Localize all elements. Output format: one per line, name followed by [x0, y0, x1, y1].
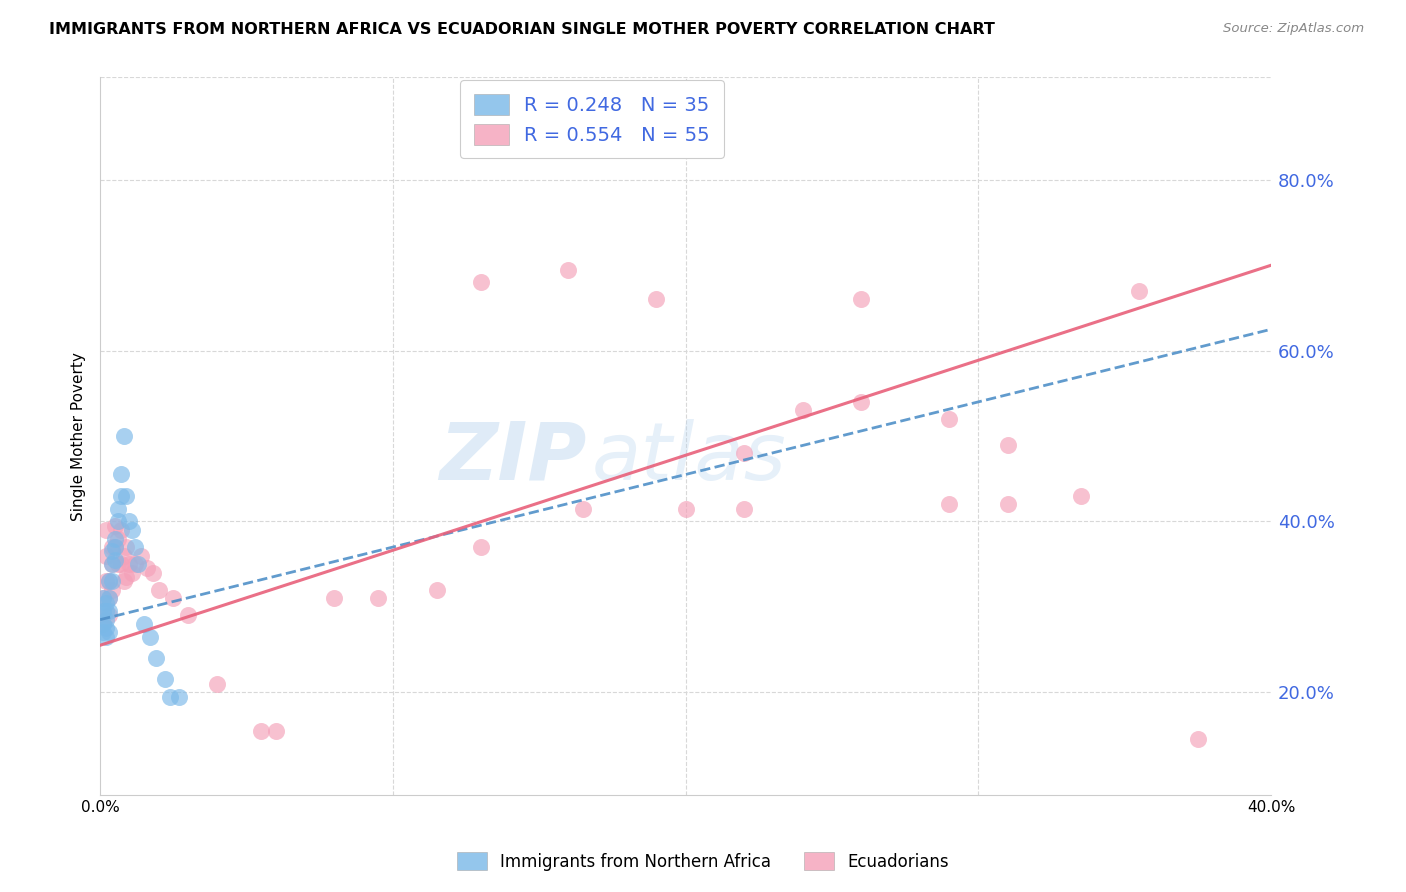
Point — [91, 591, 114, 606]
Point — [139, 630, 162, 644]
Point — [124, 557, 146, 571]
Point — [127, 557, 149, 571]
Point — [849, 293, 872, 307]
Point — [997, 437, 1019, 451]
Point — [101, 582, 124, 597]
Point — [124, 540, 146, 554]
Point — [91, 625, 114, 640]
Point — [112, 549, 135, 563]
Point — [136, 561, 159, 575]
Point — [121, 566, 143, 580]
Point — [557, 262, 579, 277]
Point — [115, 540, 138, 554]
Point — [153, 673, 176, 687]
Point — [572, 501, 595, 516]
Point — [94, 549, 117, 563]
Y-axis label: Single Mother Poverty: Single Mother Poverty — [72, 351, 86, 521]
Point — [107, 515, 129, 529]
Point — [94, 604, 117, 618]
Point — [132, 616, 155, 631]
Point — [104, 518, 127, 533]
Point — [470, 276, 492, 290]
Point — [94, 613, 117, 627]
Point — [162, 591, 184, 606]
Point — [129, 549, 152, 563]
Point — [148, 582, 170, 597]
Point — [97, 604, 120, 618]
Point — [101, 540, 124, 554]
Point — [104, 532, 127, 546]
Point — [792, 403, 814, 417]
Point — [733, 501, 755, 516]
Point — [91, 591, 114, 606]
Text: Source: ZipAtlas.com: Source: ZipAtlas.com — [1223, 22, 1364, 36]
Point — [97, 608, 120, 623]
Point — [367, 591, 389, 606]
Point — [115, 570, 138, 584]
Point — [142, 566, 165, 580]
Point — [97, 591, 120, 606]
Legend: R = 0.248   N = 35, R = 0.554   N = 55: R = 0.248 N = 35, R = 0.554 N = 55 — [460, 80, 724, 159]
Point — [94, 523, 117, 537]
Point — [110, 489, 132, 503]
Point — [101, 557, 124, 571]
Point — [167, 690, 190, 704]
Point — [1187, 732, 1209, 747]
Point — [94, 621, 117, 635]
Point — [110, 467, 132, 482]
Point — [104, 540, 127, 554]
Point — [94, 596, 117, 610]
Point — [104, 540, 127, 554]
Point — [115, 489, 138, 503]
Point — [101, 574, 124, 589]
Point — [118, 515, 141, 529]
Point — [849, 395, 872, 409]
Point — [91, 604, 114, 618]
Point — [997, 497, 1019, 511]
Text: atlas: atlas — [592, 418, 786, 497]
Point — [264, 723, 287, 738]
Point — [159, 690, 181, 704]
Point — [94, 630, 117, 644]
Point — [1128, 284, 1150, 298]
Point — [104, 553, 127, 567]
Point — [91, 616, 114, 631]
Point — [733, 446, 755, 460]
Point — [97, 574, 120, 589]
Point — [107, 532, 129, 546]
Point — [101, 557, 124, 571]
Point — [205, 676, 228, 690]
Text: IMMIGRANTS FROM NORTHERN AFRICA VS ECUADORIAN SINGLE MOTHER POVERTY CORRELATION : IMMIGRANTS FROM NORTHERN AFRICA VS ECUAD… — [49, 22, 995, 37]
Point — [426, 582, 449, 597]
Point — [323, 591, 346, 606]
Point — [938, 412, 960, 426]
Point — [121, 523, 143, 537]
Point — [107, 557, 129, 571]
Point — [91, 604, 114, 618]
Point — [101, 544, 124, 558]
Point — [112, 429, 135, 443]
Point — [94, 574, 117, 589]
Point — [145, 651, 167, 665]
Point — [110, 557, 132, 571]
Point — [97, 591, 120, 606]
Point — [470, 540, 492, 554]
Point — [1070, 489, 1092, 503]
Point — [938, 497, 960, 511]
Point — [110, 523, 132, 537]
Point — [118, 557, 141, 571]
Legend: Immigrants from Northern Africa, Ecuadorians: Immigrants from Northern Africa, Ecuador… — [449, 844, 957, 880]
Point — [645, 293, 668, 307]
Point — [177, 608, 200, 623]
Text: ZIP: ZIP — [439, 418, 586, 497]
Point — [675, 501, 697, 516]
Point — [97, 574, 120, 589]
Point — [250, 723, 273, 738]
Point — [112, 574, 135, 589]
Point — [107, 501, 129, 516]
Point — [91, 616, 114, 631]
Point — [97, 625, 120, 640]
